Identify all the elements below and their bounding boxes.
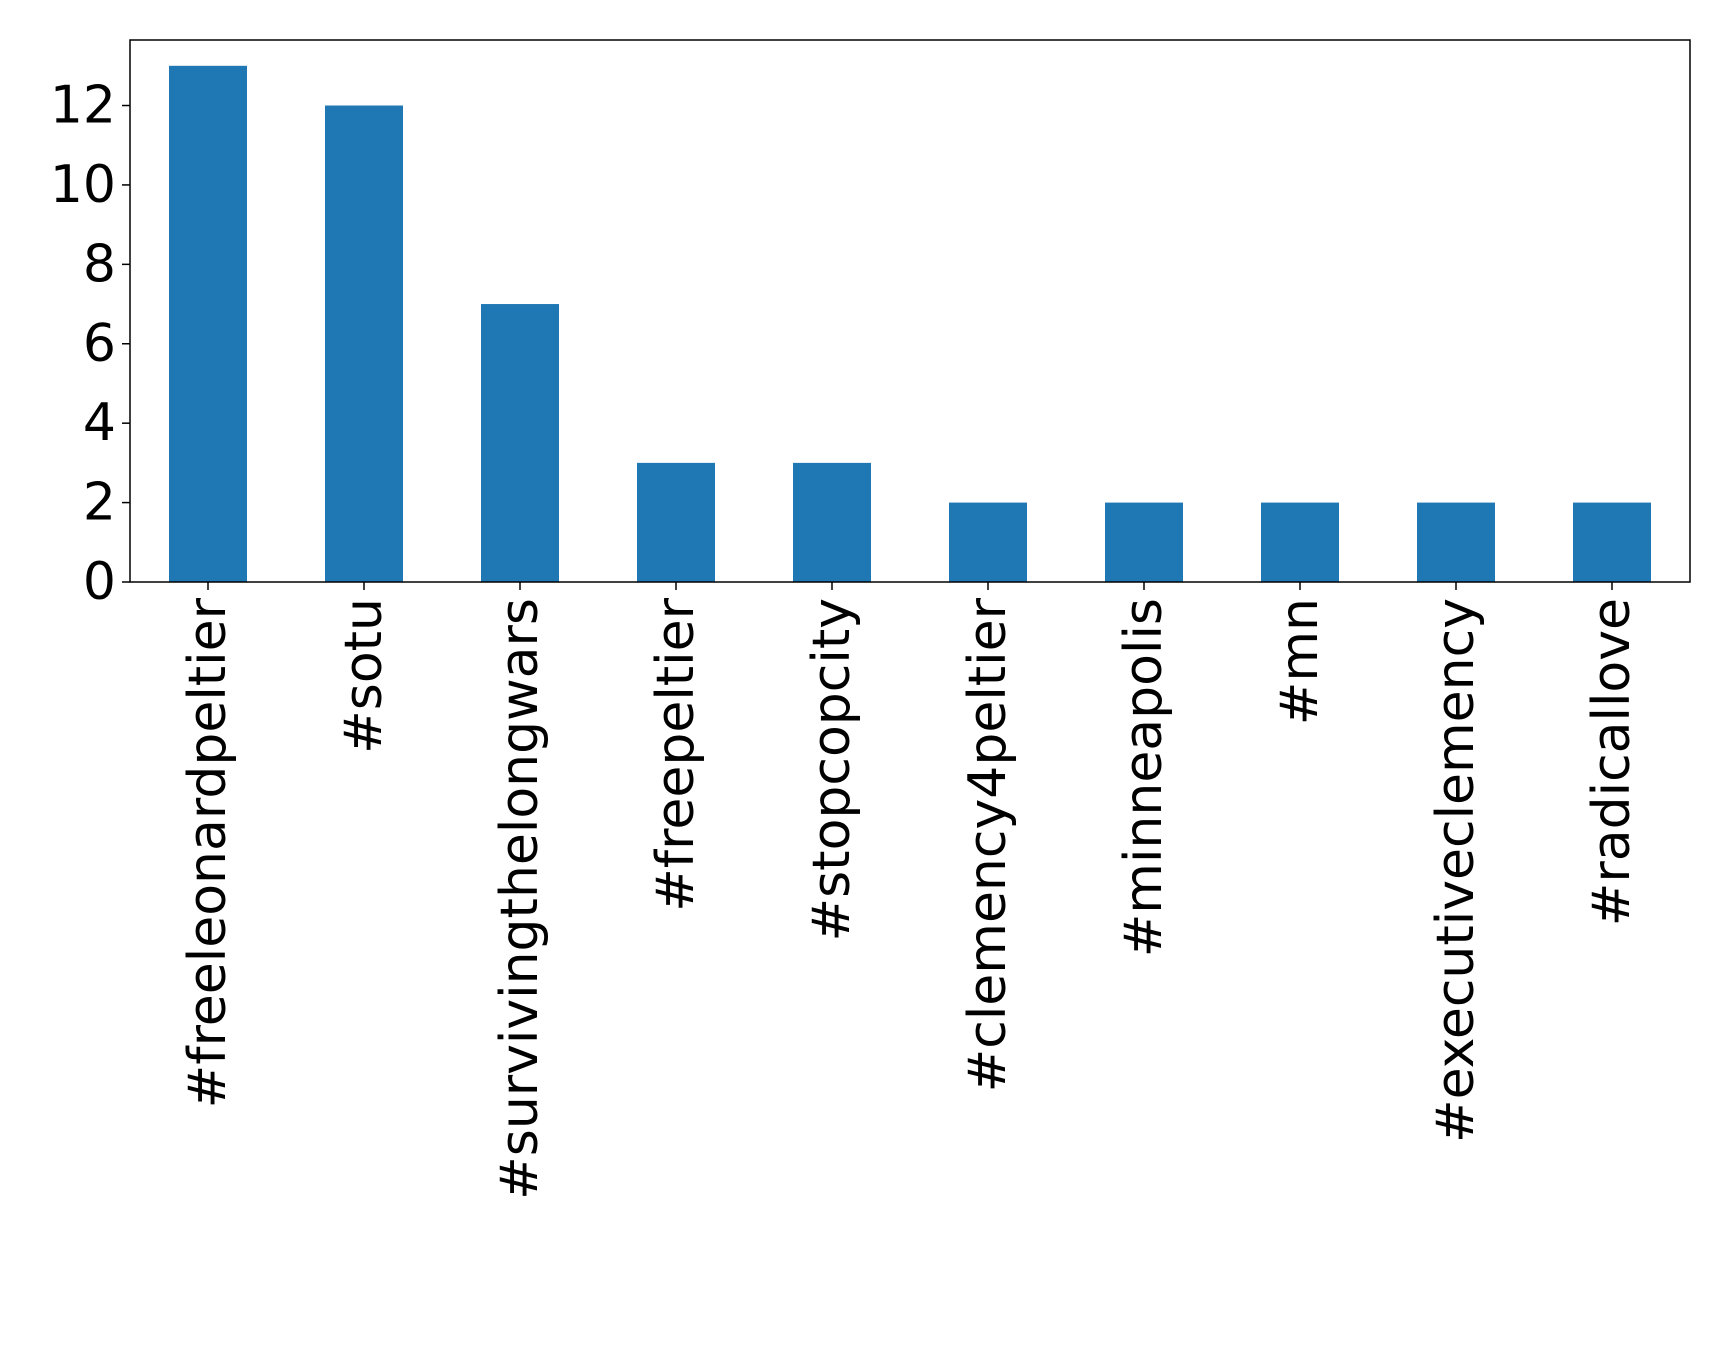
x-tick-label: #radicallove [1582, 598, 1642, 926]
x-tick-label: #sotu [334, 598, 394, 754]
bar-mn [1261, 502, 1339, 582]
bar-executiveclemency [1417, 502, 1495, 582]
y-tick-label: 12 [50, 76, 116, 136]
x-tick-label: #stopcopcity [802, 598, 862, 941]
bar-sotu [325, 105, 403, 583]
x-tick-label: #survivingthelongwars [490, 598, 550, 1200]
x-tick-label: #minneapolis [1114, 598, 1174, 957]
y-tick-label: 0 [83, 552, 116, 612]
x-tick-label: #mn [1270, 598, 1330, 725]
bar-freeleonardpeltier [169, 65, 247, 583]
x-tick-label: #clemency4peltier [958, 597, 1018, 1092]
bars-group [169, 65, 1651, 583]
x-axis: #freeleonardpeltier #sotu #survivingthelon… [178, 582, 1642, 1200]
y-tick-label: 2 [83, 473, 116, 533]
bar-clemency4peltier [949, 502, 1027, 582]
y-tick-label: 10 [50, 155, 116, 215]
bar-freepeltier [637, 462, 715, 582]
bar-survivingthelongwars [481, 304, 559, 582]
x-tick-label: #executiveclemency [1426, 598, 1486, 1143]
y-tick-label: 6 [83, 314, 116, 374]
x-tick-label: #freeleonardpeltier [178, 597, 238, 1108]
bar-minneapolis [1105, 502, 1183, 582]
y-tick-label: 4 [83, 393, 116, 453]
bar-stopcopcity [793, 462, 871, 582]
y-tick-label: 8 [83, 234, 116, 294]
plot-frame [129, 39, 1691, 583]
y-axis: 0 2 4 6 8 10 12 [50, 76, 130, 612]
x-tick-label: #freepeltier [646, 597, 706, 911]
bar-radicallove [1573, 502, 1651, 582]
